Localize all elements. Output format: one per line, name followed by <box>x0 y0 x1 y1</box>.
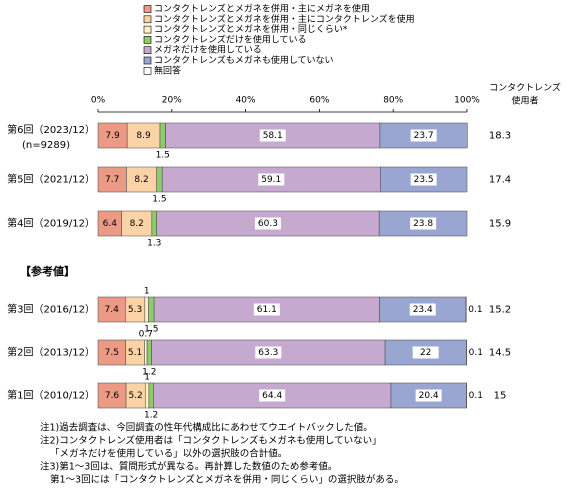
section-label: 【参考値】 <box>20 264 75 278</box>
contact-user-value: 17.4 <box>489 175 511 186</box>
legend-marker <box>144 47 151 54</box>
data-label: 5.1 <box>128 348 142 358</box>
data-label: 7.5 <box>105 348 119 358</box>
contact-user-value: 15.2 <box>489 305 511 316</box>
x-tick-label: 80% <box>383 96 403 106</box>
category-label: 第6回（2023/12） <box>7 123 95 136</box>
category-label: 第1回（2010/12） <box>7 389 95 402</box>
legend-label: コンタクトレンズとメガネを併用・主にメガネを使用 <box>154 3 370 15</box>
data-label: 59.1 <box>261 175 281 185</box>
data-label: 6.4 <box>103 219 118 229</box>
data-label: 1.3 <box>147 239 161 249</box>
x-tick-label: 100% <box>454 96 480 106</box>
bar-segment <box>149 383 153 408</box>
data-label: 20.4 <box>419 391 439 401</box>
legend-label: コンタクトレンズもメガネも使用していない <box>154 54 334 66</box>
bar-segment <box>145 383 149 408</box>
legend-marker <box>144 36 151 43</box>
legend-marker <box>144 67 151 74</box>
note: 注1)過去調査は、今回調査の性年代構成比にあわせてウエイトバックした値。 <box>40 422 373 434</box>
data-label: 0.1 <box>469 391 483 401</box>
data-label: 0.1 <box>469 348 483 358</box>
data-label: 60.3 <box>258 219 278 229</box>
contact-user-value: 14.5 <box>489 348 511 359</box>
data-label: 5.2 <box>128 391 142 401</box>
note: 注2)コンタクトレンズ使用者は「コンタクトレンズもメガネも使用していない」 <box>40 435 382 447</box>
bar-segment <box>149 297 155 322</box>
column-header: 使用者 <box>511 95 538 107</box>
bar-segment <box>152 211 157 236</box>
data-label: 8.9 <box>136 131 151 141</box>
data-label: 23.7 <box>414 131 434 141</box>
data-label: 23.5 <box>414 175 434 185</box>
data-label: 61.1 <box>257 305 277 315</box>
bar-segment <box>157 167 163 192</box>
x-tick-label: 20% <box>162 96 182 106</box>
x-tick-label: 0% <box>91 96 106 106</box>
category-label: 第4回（2019/12） <box>7 217 95 230</box>
data-label: 63.3 <box>258 348 278 358</box>
data-label: 1.2 <box>144 411 158 421</box>
legend-marker <box>144 26 151 33</box>
legend-label: 無回答 <box>154 64 181 76</box>
category-label: 第3回（2016/12） <box>7 303 95 316</box>
data-label: 22 <box>420 348 431 358</box>
contact-user-value: 18.3 <box>489 131 511 142</box>
data-label: 23.4 <box>413 305 433 315</box>
data-label: 1 <box>144 373 150 383</box>
data-label: 7.6 <box>105 391 120 401</box>
data-label: 64.4 <box>262 391 282 401</box>
data-label: 0.7 <box>139 330 153 340</box>
bar-segment <box>160 123 166 148</box>
legend-marker <box>144 16 151 23</box>
data-label: 5.3 <box>128 305 142 315</box>
x-tick-label: 40% <box>236 96 256 106</box>
note: 第1～3回には「コンタクトレンズとメガネを併用・同じくらい」の選択肢がある。 <box>50 474 404 486</box>
legend-marker <box>144 57 151 64</box>
legend-marker <box>144 6 151 13</box>
data-label: 8.2 <box>130 219 144 229</box>
data-label: 8.2 <box>134 175 148 185</box>
data-label: 7.4 <box>104 305 119 315</box>
bar-segment <box>145 297 149 322</box>
category-label: 第2回（2013/12） <box>7 346 95 359</box>
data-label: 1.5 <box>156 151 170 161</box>
legend-label: メガネだけを使用している <box>154 44 262 56</box>
data-label: 23.8 <box>413 219 433 229</box>
legend-label: コンタクトレンズとメガネを併用・主にコンタクトレンズを使用 <box>154 13 415 25</box>
data-label: 7.7 <box>105 175 119 185</box>
data-label: 0.1 <box>468 305 482 315</box>
category-label: 第5回（2021/12） <box>7 173 95 186</box>
data-label: 58.1 <box>263 131 283 141</box>
column-header: コンタクトレンズ <box>489 82 561 94</box>
x-tick-label: 60% <box>309 96 329 106</box>
bar-segment <box>144 340 147 365</box>
legend-label: コンタクトレンズだけを使用している <box>154 33 307 45</box>
note: 注3)第1～3回は、質問形式が異なる。再計算した数値のため参考値。 <box>40 461 337 473</box>
data-label: 1.5 <box>152 195 166 205</box>
legend-label: コンタクトレンズとメガネを併用・同じくらい* <box>154 23 348 35</box>
data-label: 1 <box>144 287 150 297</box>
category-note: (n=9289) <box>22 140 70 151</box>
contact-user-value: 15.9 <box>489 219 511 230</box>
contact-user-value: 15 <box>494 391 507 402</box>
data-label: 7.9 <box>105 131 120 141</box>
note: 「メガネだけを使用している」以外の選択肢の合計値。 <box>50 448 287 460</box>
bar-segment <box>147 340 151 365</box>
